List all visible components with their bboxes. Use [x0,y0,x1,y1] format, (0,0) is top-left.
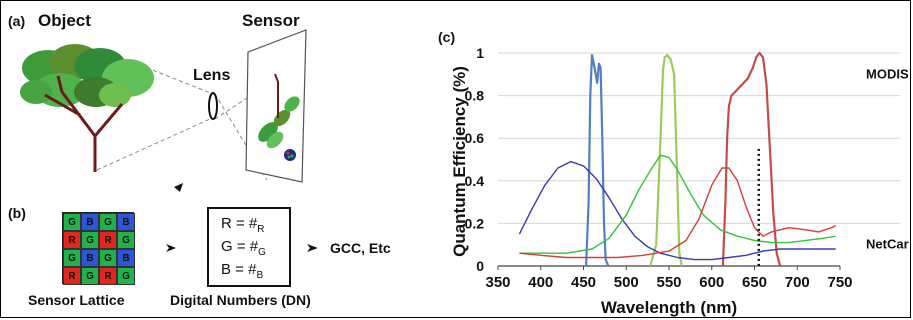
series-line-modis [585,53,610,267]
arrow-down-icon [174,183,183,192]
series-line-netcam [518,160,836,261]
arrow-right-icon-1 [166,244,176,252]
lattice-cell: R [99,267,117,285]
x-tick-label: 500 [614,274,639,291]
lattice-cell: B [81,249,99,267]
panel-b-tag: (b) [8,205,26,221]
x-tick-label: 550 [656,274,681,291]
panel-a-tag: (a) [8,13,26,29]
tree-trunk [44,75,124,172]
y-tick-label: 1 [476,45,484,61]
x-tick-label: 400 [528,274,553,291]
digital-numbers-label: Digital Numbers (DN) [170,292,311,308]
y-tick-label: 0.8 [465,88,485,104]
lattice-cell: G [81,267,99,285]
lattice-cell: G [117,231,135,249]
x-axis-title: Wavelength (nm) [601,298,737,317]
dn-line-b: B = #B [221,261,264,281]
lattice-cell: B [117,249,135,267]
y-tick-label: 0 [476,258,484,274]
object-label: Object [38,11,91,30]
gcc-label: GCC, Etc [330,240,391,256]
x-tick-label: 650 [742,274,767,291]
lattice-cell: R [63,267,81,285]
x-tick-label: 700 [785,274,810,291]
sensor-label: Sensor [242,11,300,30]
tree-foliage [20,44,154,107]
projected-tree [258,73,300,149]
lattice-cell: R [63,231,81,249]
dn-line-g: G = #G [221,238,266,258]
lattice-cell: R [99,231,117,249]
lattice-cell: G [99,249,117,267]
projection-line-right-top [214,93,268,181]
y-tick-label: 0.2 [465,215,485,231]
netcam-label: NetCar [866,237,909,252]
lattice-cell: G [99,213,117,231]
y-tick-label: 0.6 [465,130,485,146]
lens-label: Lens [193,67,231,84]
projection-line-right-bottom [214,78,277,120]
lattice-cell: B [81,213,99,231]
series-line-netcam [519,154,836,254]
series-line-modis [649,53,683,267]
lens-icon [208,92,218,120]
x-tick-label: 350 [485,274,510,291]
x-tick-label: 600 [699,274,724,291]
dn-line-r: R = #R [221,215,265,235]
series-line-modis [721,51,782,267]
panel-c-tag: (c) [438,29,456,45]
sensor-plane [245,29,307,183]
lattice-cell: B [117,213,135,231]
lattice-cell: G [117,267,135,285]
x-tick-label: 750 [827,274,852,291]
arrow-right-icon-2 [307,244,318,252]
lattice-cell: G [63,213,81,231]
sensor-lattice-label: Sensor Lattice [28,292,125,308]
y-tick-label: 0.4 [465,173,485,189]
series-line-netcam [519,167,837,259]
x-tick-label: 450 [571,274,596,291]
modis-label: MODIS [866,67,909,82]
projection-line-top [139,64,214,95]
digital-numbers-box: R = #R G = #G B = #B [207,207,291,287]
y-axis-title: Quantum Efficiency (%) [450,66,469,257]
lattice-cell: G [63,249,81,267]
lattice-cell: G [81,231,99,249]
